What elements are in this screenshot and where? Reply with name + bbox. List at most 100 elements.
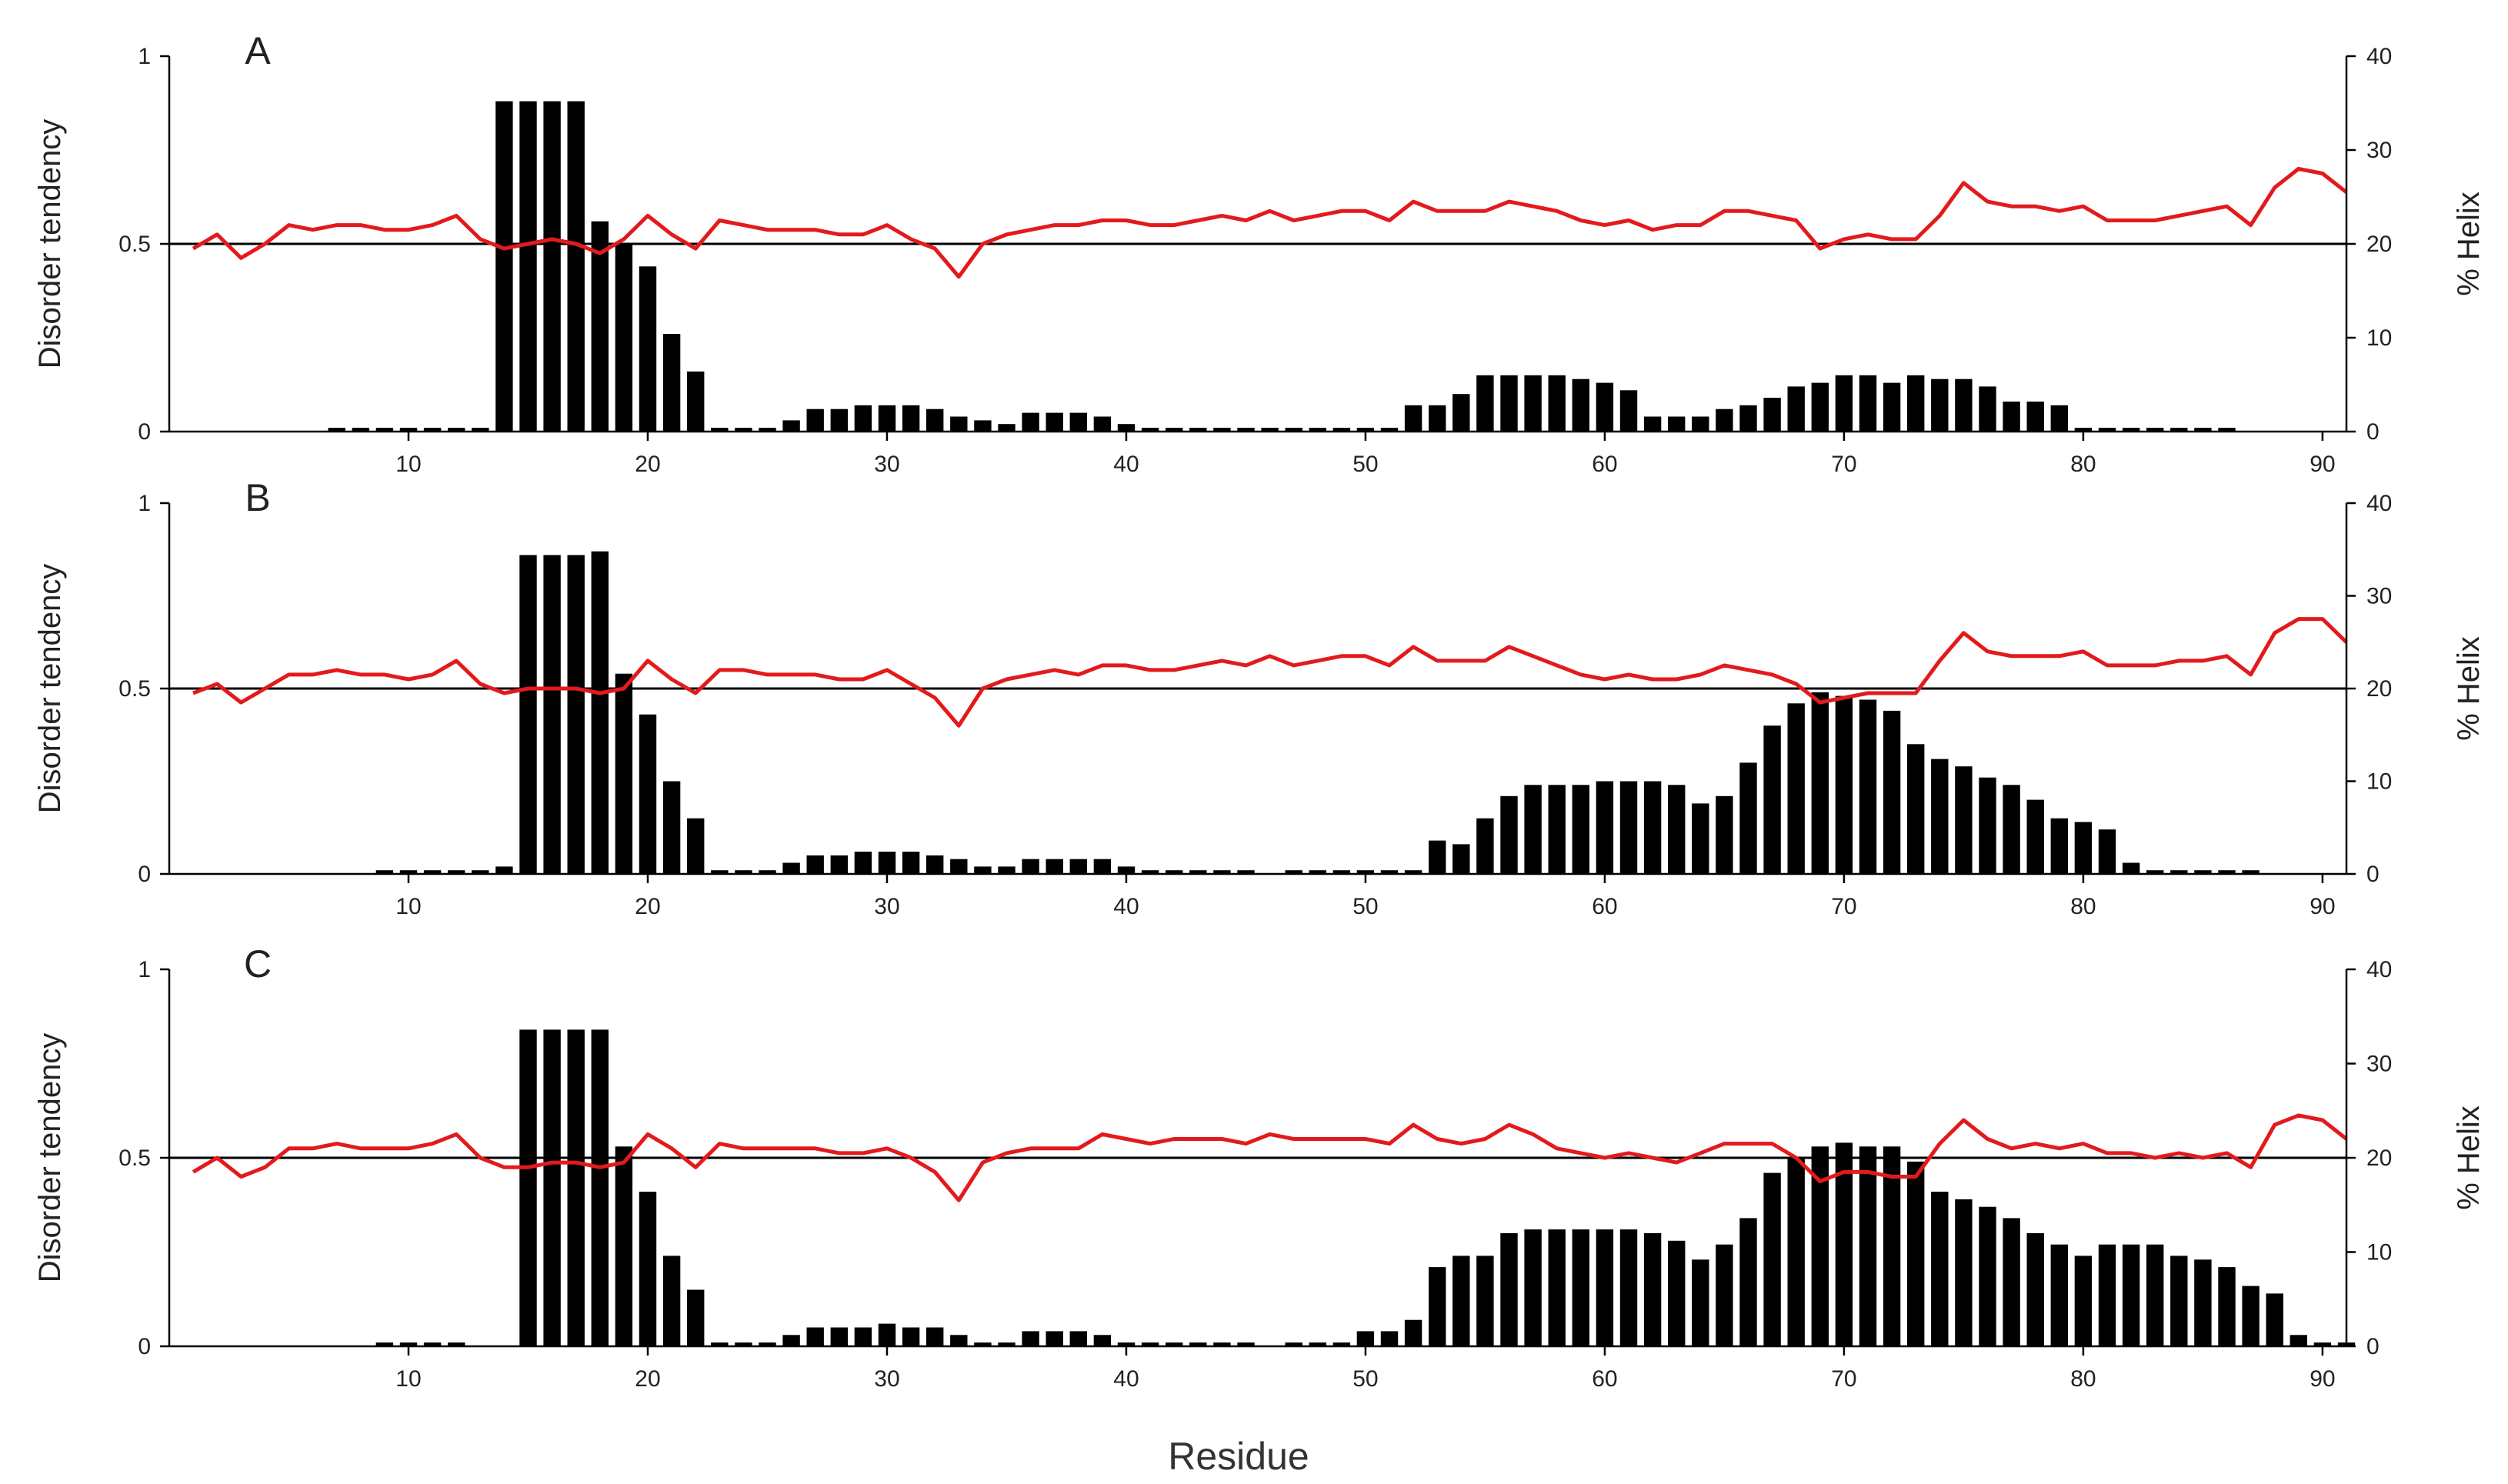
bar-residue-38 xyxy=(1069,412,1087,432)
x-tick-label: 40 xyxy=(1113,894,1139,919)
left-axis-title: Disorder tendency xyxy=(33,1033,67,1283)
bar-residue-63 xyxy=(1668,1240,1686,1346)
right-axis-title: % Helix xyxy=(2452,1105,2486,1210)
bar-residue-19 xyxy=(615,244,633,432)
right-tick-label: 0 xyxy=(2366,1334,2380,1359)
right-tick-label: 20 xyxy=(2366,232,2392,257)
bar-residue-52 xyxy=(1404,870,1422,874)
bar-residue-74 xyxy=(1931,379,1949,432)
bar-residue-51 xyxy=(1380,1331,1399,1346)
right-tick-label: 0 xyxy=(2366,862,2380,887)
bar-residue-8 xyxy=(352,428,369,432)
bar-residue-79 xyxy=(2050,405,2068,432)
bar-residue-71 xyxy=(1859,699,1877,874)
left-tick-label: 0 xyxy=(138,419,151,445)
bar-residue-69 xyxy=(1811,382,1829,432)
bar-residue-43 xyxy=(1189,428,1207,432)
bar-residue-22 xyxy=(687,818,705,874)
bar-residue-15 xyxy=(519,101,537,432)
bar-residue-10 xyxy=(399,870,418,874)
bar-residue-31 xyxy=(902,405,920,432)
left-tick-label: 0.5 xyxy=(118,676,151,702)
bar-residue-45 xyxy=(1237,1342,1255,1346)
bar-residue-68 xyxy=(1787,1158,1805,1346)
bar-residue-75 xyxy=(1955,379,1973,432)
bar-residue-52 xyxy=(1404,1319,1422,1346)
bar-residue-60 xyxy=(1596,382,1614,432)
bar-residue-51 xyxy=(1380,428,1399,432)
bar-residue-50 xyxy=(1356,1331,1375,1346)
bar-residue-77 xyxy=(2003,785,2020,874)
bar-residue-80 xyxy=(2074,822,2093,874)
bar-residue-59 xyxy=(1572,379,1589,432)
bar-residue-71 xyxy=(1859,375,1877,432)
bar-residue-35 xyxy=(998,1342,1016,1346)
x-tick-label: 80 xyxy=(2070,894,2096,919)
bar-residue-24 xyxy=(735,428,752,432)
bar-residue-82 xyxy=(2122,428,2140,432)
right-tick-label: 40 xyxy=(2366,957,2392,982)
bar-residue-69 xyxy=(1811,1146,1829,1346)
bar-residue-73 xyxy=(1907,375,1925,432)
x-tick-label: 60 xyxy=(1592,894,1617,919)
bar-residue-60 xyxy=(1596,1229,1614,1346)
bar-residue-69 xyxy=(1811,692,1829,874)
bar-residue-68 xyxy=(1787,703,1805,874)
bar-residue-25 xyxy=(759,870,776,874)
bar-residue-79 xyxy=(2050,818,2068,874)
bar-residue-32 xyxy=(926,1327,944,1346)
bar-residue-7 xyxy=(328,428,345,432)
bar-residue-47 xyxy=(1285,870,1302,874)
bar-residue-54 xyxy=(1452,844,1470,874)
bar-residue-45 xyxy=(1237,428,1255,432)
bar-residue-31 xyxy=(902,852,920,874)
bar-residue-36 xyxy=(1022,1331,1039,1346)
bar-residue-76 xyxy=(1979,1206,1996,1346)
bar-residue-49 xyxy=(1332,1342,1351,1346)
x-tick-label: 90 xyxy=(2310,894,2335,919)
bar-residue-83 xyxy=(2146,1244,2164,1346)
bar-residue-85 xyxy=(2194,870,2212,874)
right-tick-label: 10 xyxy=(2366,325,2392,351)
bar-residue-78 xyxy=(2026,1233,2044,1346)
bar-residue-17 xyxy=(567,101,585,432)
bar-residue-50 xyxy=(1356,870,1375,874)
x-tick-label: 70 xyxy=(1831,452,1856,477)
bar-residue-61 xyxy=(1619,781,1638,874)
bar-residue-32 xyxy=(926,409,944,432)
bar-residue-24 xyxy=(735,1342,752,1346)
bar-residue-73 xyxy=(1907,744,1925,874)
bar-residue-10 xyxy=(399,428,418,432)
right-tick-label: 20 xyxy=(2366,1146,2392,1171)
bar-residue-12 xyxy=(448,428,465,432)
bar-residue-40 xyxy=(1117,424,1136,432)
bar-residue-16 xyxy=(543,1029,561,1346)
bar-residue-52 xyxy=(1404,405,1422,432)
bar-residue-51 xyxy=(1380,870,1399,874)
bar-residue-48 xyxy=(1309,1342,1326,1346)
bar-residue-50 xyxy=(1356,428,1375,432)
right-tick-label: 30 xyxy=(2366,584,2392,609)
bar-residue-68 xyxy=(1787,386,1805,432)
right-tick-label: 20 xyxy=(2366,676,2392,702)
x-tick-label: 70 xyxy=(1831,894,1856,919)
bar-residue-48 xyxy=(1309,870,1326,874)
bar-residue-86 xyxy=(2218,428,2236,432)
bar-residue-54 xyxy=(1452,394,1470,432)
right-tick-label: 40 xyxy=(2366,44,2392,69)
bar-residue-64 xyxy=(1692,416,1709,432)
bar-residue-33 xyxy=(950,1335,968,1346)
bar-residue-64 xyxy=(1692,1259,1709,1346)
bar-residue-80 xyxy=(2074,428,2093,432)
left-tick-label: 0 xyxy=(138,862,151,887)
bar-residue-44 xyxy=(1213,428,1231,432)
bar-residue-65 xyxy=(1716,795,1733,874)
bar-residue-75 xyxy=(1955,1199,1973,1346)
x-axis-title: Residue xyxy=(1168,1435,1309,1478)
bar-residue-20 xyxy=(639,1192,657,1346)
bar-residue-36 xyxy=(1022,859,1039,874)
bar-residue-70 xyxy=(1835,1142,1853,1346)
helix-line xyxy=(192,1113,2348,1202)
bar-residue-67 xyxy=(1763,725,1781,874)
